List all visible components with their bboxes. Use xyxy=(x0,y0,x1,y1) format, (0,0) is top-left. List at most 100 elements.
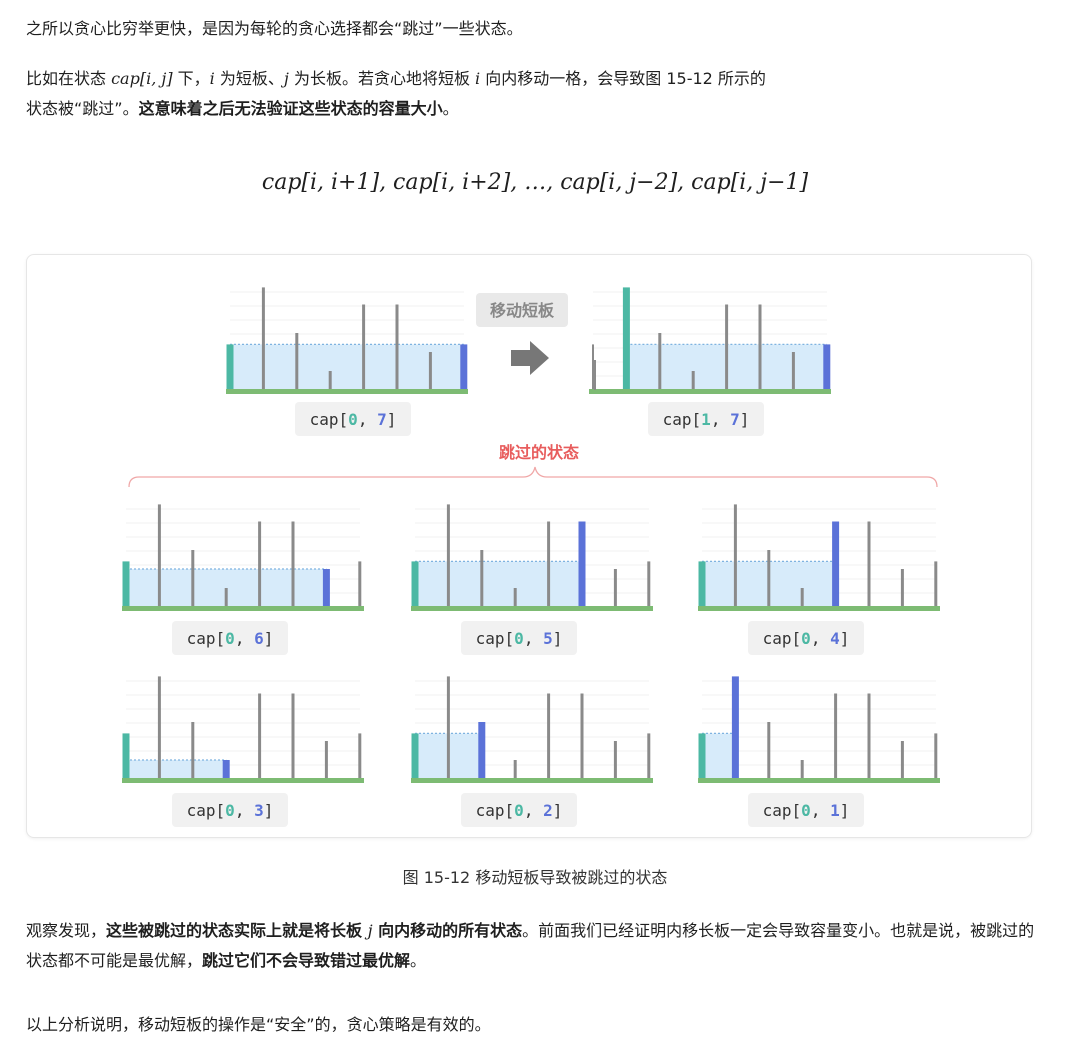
label-bg xyxy=(748,621,864,655)
label-part: cap[ xyxy=(310,410,349,429)
label-part: 1 xyxy=(701,410,711,429)
figure-box: cap[0, 7] cap[1, 7] 移动短板 跳过的状态 cap[0, 6] cap[… xyxy=(26,254,1032,838)
label-text: cap[0, 1] xyxy=(763,801,850,820)
skipped-states-formula: cap[i, i+1], cap[i, i+2], …, cap[i, j−2]… xyxy=(261,170,809,195)
label-part: ] xyxy=(264,801,274,820)
wall-0 xyxy=(698,733,706,779)
ground-bar xyxy=(411,606,653,611)
label-part: ] xyxy=(387,410,397,429)
label-part: 0 xyxy=(801,801,811,820)
scene-cap-0-2 xyxy=(411,676,653,783)
wall-3 xyxy=(800,760,804,779)
label-part: cap[ xyxy=(187,629,226,648)
label-text: cap[1, 7] xyxy=(663,410,750,429)
wall-5 xyxy=(578,521,586,607)
scene-cap-0-1 xyxy=(698,676,940,783)
label-bg xyxy=(461,793,577,827)
label-part: ] xyxy=(840,629,850,648)
bold-conclusion: 跳过它们不会导致错过最优解 xyxy=(202,951,411,970)
scene-cap-0-5 xyxy=(411,504,653,611)
wall-7 xyxy=(647,561,651,607)
wall-1 xyxy=(157,676,161,779)
label-part: ] xyxy=(840,801,850,820)
label-cap-1-7: cap[1, 7] xyxy=(648,402,764,436)
wall-3 xyxy=(224,588,228,607)
wall-7 xyxy=(460,344,468,390)
label-part: , xyxy=(524,801,543,820)
label-cap-0-2: cap[0, 2] xyxy=(461,793,577,827)
label-part: cap[ xyxy=(663,410,702,429)
ground-bar xyxy=(122,606,364,611)
label-part: 5 xyxy=(543,629,553,648)
wall-4 xyxy=(258,521,262,607)
wall-0 xyxy=(226,344,234,390)
wall-1 xyxy=(446,676,450,779)
wall-3 xyxy=(222,760,230,779)
water-area xyxy=(126,760,227,779)
label-part: 6 xyxy=(254,629,264,648)
label-part: 7 xyxy=(377,410,387,429)
wall-6 xyxy=(324,741,328,779)
figure-caption: 图 15-12 移动短板导致被跳过的状态 xyxy=(402,868,668,887)
wall-2 xyxy=(658,333,662,390)
wall-6 xyxy=(613,741,617,779)
skipped-brace xyxy=(128,466,938,488)
label-part: , xyxy=(235,629,254,648)
arrow-label: 移动短板 xyxy=(490,301,555,320)
label-part: ] xyxy=(264,629,274,648)
ground-bar xyxy=(226,389,468,394)
wall-2 xyxy=(767,550,771,607)
wall-7 xyxy=(647,733,651,779)
label-text: cap[0, 2] xyxy=(476,801,563,820)
math-i: i xyxy=(209,69,215,88)
label-part: 2 xyxy=(543,801,553,820)
scene-cap-0-7 xyxy=(226,287,468,394)
label-part: 3 xyxy=(254,801,264,820)
wall-0 xyxy=(411,561,419,607)
paragraph-intro: 之所以贪心比穷举更快，是因为每轮的贪心选择都会“跳过”一些状态。 xyxy=(26,19,523,38)
wall-5 xyxy=(291,693,295,779)
wall-1 xyxy=(157,504,161,607)
label-part: cap[ xyxy=(476,629,515,648)
wall-7 xyxy=(823,344,831,390)
label-part: 0 xyxy=(348,410,358,429)
wall-2 xyxy=(191,550,195,607)
label-part: 0 xyxy=(514,629,524,648)
wall-3 xyxy=(328,371,332,390)
wall-6 xyxy=(613,569,617,607)
wall-4 xyxy=(258,693,262,779)
wall-5 xyxy=(867,693,871,779)
arrow-label-bg xyxy=(476,293,568,327)
wall-6 xyxy=(900,741,904,779)
label-cap-0-7: cap[0, 7] xyxy=(295,402,411,436)
label-part: ] xyxy=(740,410,750,429)
wall-4 xyxy=(832,521,840,607)
label-part: , xyxy=(811,801,830,820)
skipped-label: 跳过的状态 xyxy=(499,443,579,462)
label-part: 0 xyxy=(225,629,235,648)
wall-1 xyxy=(731,676,739,779)
label-part: 7 xyxy=(730,410,740,429)
wall-2 xyxy=(767,722,771,779)
scene-cap-0-4 xyxy=(698,504,940,611)
wall-6 xyxy=(900,569,904,607)
wall-4 xyxy=(834,693,838,779)
label-cap-0-5: cap[0, 5] xyxy=(461,621,577,655)
math-j-2: j xyxy=(367,921,373,940)
wall-5 xyxy=(758,304,762,390)
ground-bar xyxy=(411,778,653,783)
paragraph-observation: 观察发现，这些被跳过的状态实际上就是将长板 j 向内移动的所有状态。前面我们已经… xyxy=(26,921,1035,970)
label-cap-0-3: cap[0, 3] xyxy=(172,793,288,827)
label-text: cap[0, 7] xyxy=(310,410,397,429)
wall-6 xyxy=(428,352,432,390)
bold-statement: 这意味着之后无法验证这些状态的容量大小 xyxy=(138,99,443,118)
label-cap-0-6: cap[0, 6] xyxy=(172,621,288,655)
scene-cap-0-3 xyxy=(122,676,364,783)
wall-6 xyxy=(322,569,330,607)
label-part: cap[ xyxy=(763,801,802,820)
ground-bar xyxy=(122,778,364,783)
label-part: 4 xyxy=(830,629,840,648)
ground-bar xyxy=(698,778,940,783)
label-text: cap[0, 6] xyxy=(187,629,274,648)
